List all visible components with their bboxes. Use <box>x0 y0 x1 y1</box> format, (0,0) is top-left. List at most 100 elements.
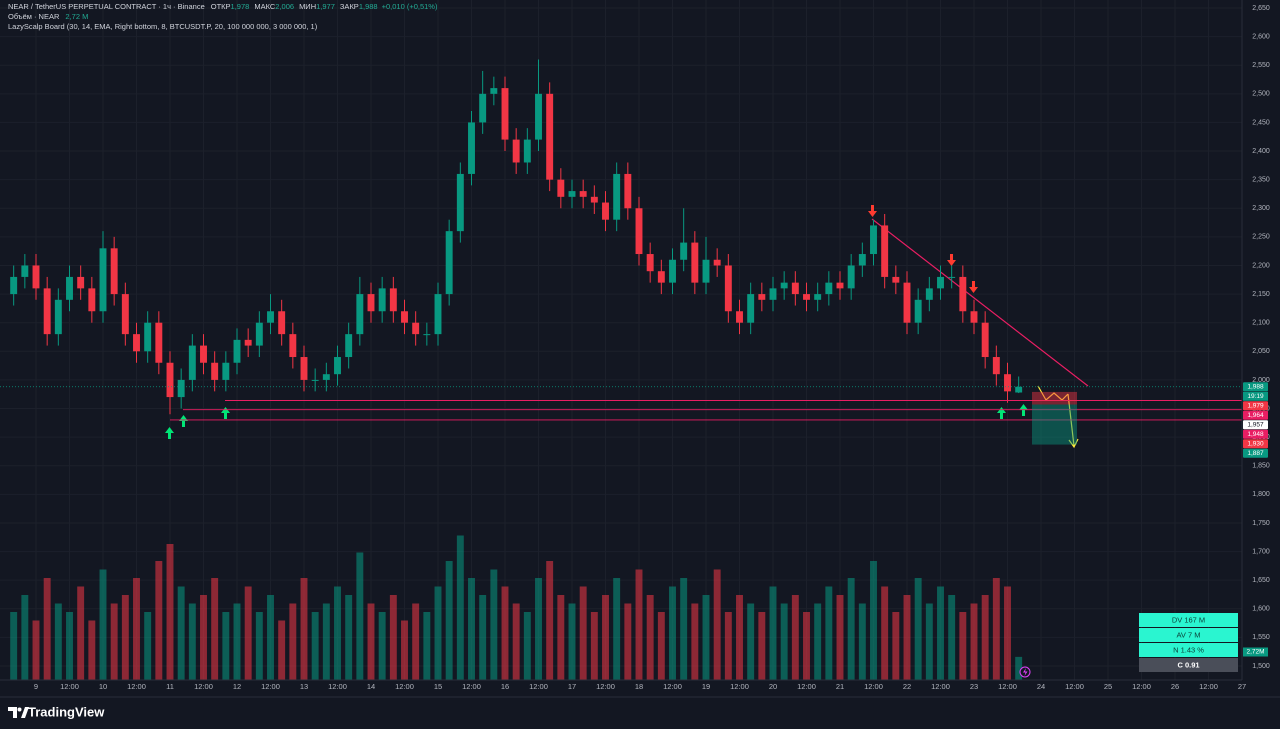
volume-bar <box>780 603 788 680</box>
volume-bar <box>479 595 487 680</box>
volume-bar <box>401 620 408 680</box>
candle-body <box>791 282 799 295</box>
y-tick-label: 1,500 <box>1252 663 1270 670</box>
x-tick-label: 13 <box>300 682 308 691</box>
x-tick-label: 15 <box>434 682 442 691</box>
x-tick-label: 9 <box>34 682 38 691</box>
legend: NEAR / TetherUS PERPETUAL CONTRACT · 1ч … <box>8 2 438 31</box>
volume-bar <box>557 595 565 680</box>
volume-bar <box>32 620 40 680</box>
volume-legend: Объём · NEAR 2,72 M <box>8 12 88 21</box>
candle-body <box>747 294 755 323</box>
volume-bar <box>825 586 833 680</box>
x-tick-label: 12 <box>233 682 241 691</box>
candles <box>10 59 1023 415</box>
candle-body <box>10 276 18 295</box>
x-tick-label: 17 <box>568 682 576 691</box>
volume-bar <box>300 578 308 680</box>
high-value: 2,006 <box>275 2 294 11</box>
x-tick-label: 23 <box>970 682 978 691</box>
levels <box>0 386 1242 445</box>
candle-body <box>847 265 855 289</box>
volume-bar <box>791 595 799 680</box>
volume-bar <box>54 603 62 680</box>
candle-body <box>1015 386 1023 393</box>
down-arrow <box>969 281 978 293</box>
candle-body <box>546 93 554 180</box>
volume-bar <box>133 578 140 680</box>
volume-bar <box>311 612 319 680</box>
open-label: ОТКР <box>211 2 231 11</box>
x-tick-label: 12:00 <box>60 682 79 691</box>
volume-bar <box>233 603 241 680</box>
price-tag <box>1243 439 1268 449</box>
candle-body <box>311 379 319 381</box>
volume-bar <box>981 595 989 680</box>
board-text: C 0.91 <box>1177 660 1199 669</box>
y-tick-label: 1,850 <box>1252 463 1270 470</box>
down-arrows <box>868 205 978 293</box>
candle-body <box>322 374 330 380</box>
candle-body <box>200 345 207 363</box>
volume-bar <box>680 578 688 680</box>
candle-body <box>635 208 643 255</box>
volume-bar <box>166 544 174 680</box>
volume-bar <box>535 578 542 680</box>
volume-tag <box>1243 647 1268 657</box>
volume-bar <box>836 595 844 680</box>
volume-bar <box>21 595 29 680</box>
candle-body <box>88 288 96 312</box>
candle-body <box>691 242 699 283</box>
volume-bar <box>892 612 900 680</box>
candle-body <box>970 311 978 323</box>
x-tick-label: 27 <box>1238 682 1246 691</box>
candle-body <box>445 231 453 295</box>
board-text: DV 167 M <box>1172 615 1205 624</box>
x-tick-label: 12:00 <box>194 682 213 691</box>
candle-body <box>590 196 598 203</box>
x-tick-label: 10 <box>99 682 107 691</box>
volume-tag-label: 2,72M <box>1246 649 1264 656</box>
candle-body <box>389 288 397 312</box>
volume-bar <box>267 595 274 680</box>
price-tag <box>1243 429 1268 439</box>
volume-bar <box>99 569 107 680</box>
candle-body <box>758 294 766 300</box>
candle-body <box>54 299 62 335</box>
candle-body <box>32 265 40 289</box>
volume-bar <box>624 603 632 680</box>
y-tick-label: 2,200 <box>1252 262 1270 269</box>
volume-bar <box>423 612 431 680</box>
x-tick-label: 25 <box>1104 682 1112 691</box>
candle-body <box>881 225 889 277</box>
countdown-tag <box>1243 391 1268 401</box>
logo-text: TradingView <box>28 704 105 719</box>
volume-bar <box>937 586 944 680</box>
volume-bar <box>389 595 397 680</box>
board-cell <box>1139 643 1238 657</box>
candle-body <box>77 276 85 289</box>
volume-bar <box>144 612 152 680</box>
logo-mark <box>8 707 17 718</box>
volume-bar <box>456 535 464 680</box>
volume-bar <box>367 603 375 680</box>
volume-bar <box>736 595 743 680</box>
volume-bar <box>992 578 1000 680</box>
volume-bar <box>646 595 654 680</box>
projection <box>1037 385 1069 401</box>
candle-body <box>334 357 341 375</box>
candle-body <box>624 173 632 209</box>
volume-bar <box>590 612 598 680</box>
y-tick-label: 2,350 <box>1252 176 1270 183</box>
down-arrow <box>868 205 877 217</box>
volume-legend-value: 2,72 M <box>65 12 88 21</box>
candle-body <box>870 225 877 255</box>
volume-bar <box>188 603 196 680</box>
price-tag-label: 1,988 <box>1247 383 1264 390</box>
x-tick-label: 12:00 <box>328 682 347 691</box>
volume-bar <box>814 603 822 680</box>
volume-bar <box>177 586 185 680</box>
y-tick-label: 2,500 <box>1252 91 1270 98</box>
y-tick-label: 2,050 <box>1252 348 1270 355</box>
